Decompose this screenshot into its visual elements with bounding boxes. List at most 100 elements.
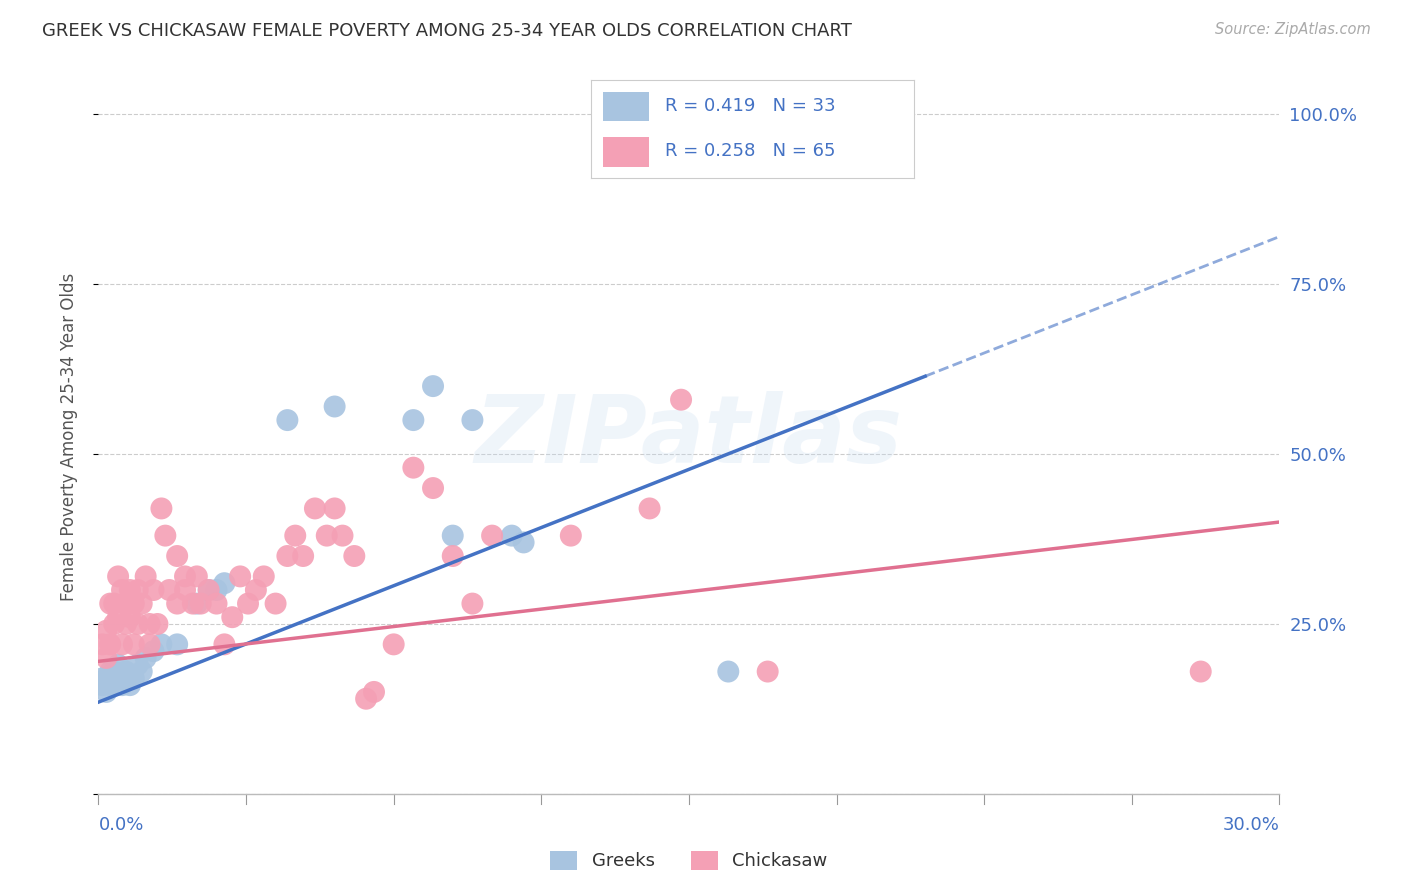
- Point: [98, 637, 121, 651]
- Point: [638, 501, 661, 516]
- Point: [103, 597, 125, 611]
- Point: [402, 460, 425, 475]
- Point: [91, 637, 114, 651]
- Legend: Greeks, Chickasaw: Greeks, Chickasaw: [543, 844, 835, 878]
- Point: [441, 528, 464, 542]
- Point: [142, 582, 165, 597]
- Point: [157, 582, 180, 597]
- Point: [142, 644, 165, 658]
- Point: [560, 528, 582, 542]
- Point: [135, 651, 157, 665]
- Point: [111, 678, 134, 692]
- Point: [441, 549, 464, 563]
- Point: [127, 657, 149, 672]
- Point: [756, 665, 779, 679]
- Point: [181, 597, 204, 611]
- Point: [98, 678, 121, 692]
- Point: [135, 569, 157, 583]
- Point: [150, 501, 173, 516]
- Point: [96, 651, 118, 665]
- Text: R = 0.419   N = 33: R = 0.419 N = 33: [665, 97, 835, 115]
- Point: [669, 392, 692, 407]
- Point: [323, 400, 346, 414]
- Text: Source: ZipAtlas.com: Source: ZipAtlas.com: [1215, 22, 1371, 37]
- Point: [253, 569, 276, 583]
- Point: [174, 582, 197, 597]
- Point: [205, 582, 228, 597]
- Point: [343, 549, 366, 563]
- Point: [98, 597, 121, 611]
- Point: [103, 617, 125, 632]
- Point: [111, 582, 134, 597]
- Point: [221, 610, 243, 624]
- Point: [166, 597, 188, 611]
- Point: [276, 549, 298, 563]
- Point: [402, 413, 425, 427]
- Point: [118, 678, 141, 692]
- Point: [205, 597, 228, 611]
- Point: [127, 582, 149, 597]
- Bar: [603, 92, 648, 121]
- Point: [461, 597, 484, 611]
- Point: [115, 597, 138, 611]
- Point: [382, 637, 405, 651]
- Point: [107, 671, 129, 685]
- Point: [103, 665, 125, 679]
- Point: [1189, 665, 1212, 679]
- Text: GREEK VS CHICKASAW FEMALE POVERTY AMONG 25-34 YEAR OLDS CORRELATION CHART: GREEK VS CHICKASAW FEMALE POVERTY AMONG …: [42, 22, 852, 40]
- Point: [481, 528, 503, 542]
- Point: [127, 617, 149, 632]
- Point: [118, 610, 141, 624]
- Point: [717, 665, 740, 679]
- Point: [118, 582, 141, 597]
- Point: [122, 637, 145, 651]
- Text: 0.0%: 0.0%: [98, 816, 143, 834]
- Point: [91, 671, 114, 685]
- Point: [186, 597, 208, 611]
- Point: [354, 691, 377, 706]
- Point: [146, 617, 169, 632]
- Point: [155, 528, 177, 542]
- Point: [332, 528, 354, 542]
- Point: [122, 597, 145, 611]
- Point: [292, 549, 315, 563]
- Point: [284, 528, 307, 542]
- Point: [461, 413, 484, 427]
- Point: [214, 637, 236, 651]
- Point: [150, 637, 173, 651]
- Text: R = 0.258   N = 65: R = 0.258 N = 65: [665, 142, 835, 160]
- Point: [214, 576, 236, 591]
- Point: [422, 481, 444, 495]
- Point: [98, 665, 121, 679]
- Point: [91, 678, 114, 692]
- Point: [96, 671, 118, 685]
- Point: [131, 665, 153, 679]
- Point: [166, 549, 188, 563]
- Point: [131, 597, 153, 611]
- Point: [96, 624, 118, 638]
- Point: [323, 501, 346, 516]
- Point: [138, 637, 160, 651]
- Point: [315, 528, 337, 542]
- Y-axis label: Female Poverty Among 25-34 Year Olds: Female Poverty Among 25-34 Year Olds: [59, 273, 77, 601]
- Point: [363, 685, 385, 699]
- Point: [122, 671, 145, 685]
- Point: [422, 379, 444, 393]
- Text: ZIPatlas: ZIPatlas: [475, 391, 903, 483]
- Point: [190, 597, 212, 611]
- Point: [236, 597, 259, 611]
- Point: [138, 617, 160, 632]
- Point: [115, 617, 138, 632]
- Point: [512, 535, 534, 549]
- Point: [304, 501, 326, 516]
- Point: [107, 610, 129, 624]
- Point: [111, 637, 134, 651]
- Point: [107, 569, 129, 583]
- Point: [264, 597, 287, 611]
- Point: [166, 637, 188, 651]
- Point: [229, 569, 252, 583]
- Point: [107, 657, 129, 672]
- Point: [245, 582, 267, 597]
- Bar: [603, 137, 648, 167]
- Point: [197, 582, 219, 597]
